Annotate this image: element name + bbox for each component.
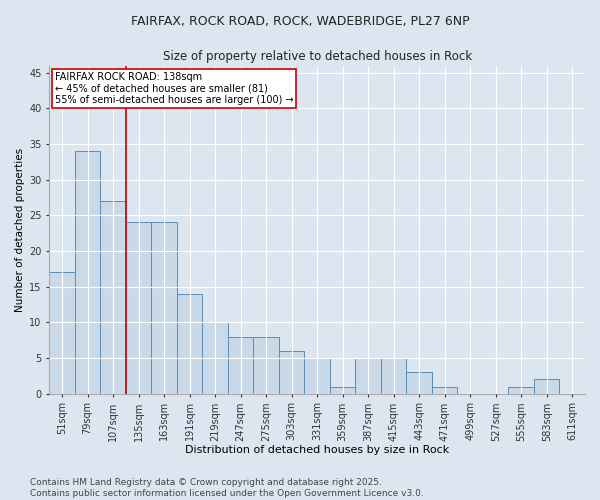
Bar: [355, 358, 381, 394]
Title: Size of property relative to detached houses in Rock: Size of property relative to detached ho…: [163, 50, 472, 63]
Bar: [49, 272, 75, 394]
Bar: [508, 386, 534, 394]
Bar: [228, 336, 253, 394]
Bar: [279, 351, 304, 394]
Bar: [126, 222, 151, 394]
Bar: [304, 358, 330, 394]
Bar: [432, 386, 457, 394]
Bar: [381, 358, 406, 394]
Bar: [406, 372, 432, 394]
Bar: [75, 151, 100, 394]
Text: Contains HM Land Registry data © Crown copyright and database right 2025.
Contai: Contains HM Land Registry data © Crown c…: [30, 478, 424, 498]
Bar: [100, 201, 126, 394]
Bar: [202, 322, 228, 394]
Bar: [253, 336, 279, 394]
Text: FAIRFAX, ROCK ROAD, ROCK, WADEBRIDGE, PL27 6NP: FAIRFAX, ROCK ROAD, ROCK, WADEBRIDGE, PL…: [131, 15, 469, 28]
X-axis label: Distribution of detached houses by size in Rock: Distribution of detached houses by size …: [185, 445, 449, 455]
Bar: [151, 222, 177, 394]
Bar: [534, 380, 559, 394]
Y-axis label: Number of detached properties: Number of detached properties: [15, 148, 25, 312]
Bar: [330, 386, 355, 394]
Bar: [177, 294, 202, 394]
Text: FAIRFAX ROCK ROAD: 138sqm
← 45% of detached houses are smaller (81)
55% of semi-: FAIRFAX ROCK ROAD: 138sqm ← 45% of detac…: [55, 72, 293, 106]
